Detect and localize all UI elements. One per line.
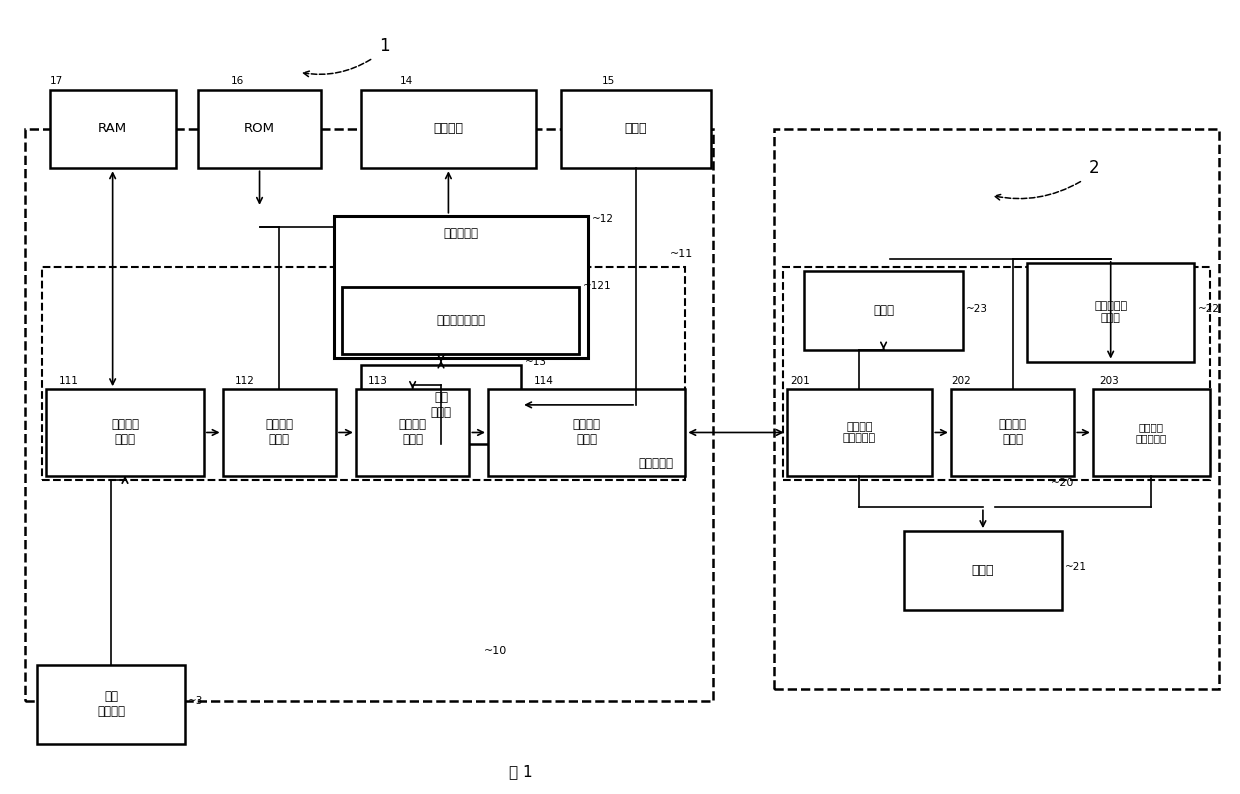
Text: RAM: RAM xyxy=(98,122,128,136)
Text: ROM: ROM xyxy=(244,122,275,136)
Bar xyxy=(782,267,1210,480)
Text: 1: 1 xyxy=(379,37,389,55)
Text: 16: 16 xyxy=(231,75,244,86)
Text: 图像处理部: 图像处理部 xyxy=(639,457,673,470)
Text: ~21: ~21 xyxy=(1064,562,1086,572)
Text: 201: 201 xyxy=(790,376,810,386)
Bar xyxy=(1092,389,1210,476)
Text: 113: 113 xyxy=(368,376,388,386)
Text: 17: 17 xyxy=(50,75,63,86)
Bar xyxy=(361,365,521,445)
Text: ~20: ~20 xyxy=(1052,478,1074,488)
Text: 显示控制部: 显示控制部 xyxy=(443,226,479,240)
Text: ~121: ~121 xyxy=(583,280,611,291)
Bar xyxy=(904,531,1061,610)
Text: 图 1: 图 1 xyxy=(510,764,533,779)
Text: 印刷部: 印刷部 xyxy=(972,564,994,577)
Text: 打印数据
制作部: 打印数据 制作部 xyxy=(398,418,427,446)
Text: ~23: ~23 xyxy=(966,304,987,314)
Bar xyxy=(342,287,579,353)
Bar xyxy=(42,267,686,480)
Bar xyxy=(356,389,470,476)
Bar xyxy=(25,129,713,700)
Text: ~13: ~13 xyxy=(525,357,547,367)
Bar xyxy=(222,389,336,476)
Text: ~11: ~11 xyxy=(670,249,693,259)
Bar xyxy=(774,129,1219,688)
Text: ~22: ~22 xyxy=(1198,304,1220,314)
Bar xyxy=(334,216,588,357)
Bar xyxy=(786,389,932,476)
Text: 2: 2 xyxy=(1089,160,1100,177)
Text: 112: 112 xyxy=(234,376,254,386)
Text: 202: 202 xyxy=(951,376,971,386)
Text: 打印数据
接收控制部: 打印数据 接收控制部 xyxy=(843,422,875,443)
Text: 15: 15 xyxy=(601,75,615,86)
Bar xyxy=(804,271,963,349)
Text: 111: 111 xyxy=(58,376,78,386)
Bar xyxy=(37,665,186,744)
Text: 外部
存储设备: 外部 存储设备 xyxy=(98,691,125,719)
Text: 显示装置: 显示装置 xyxy=(434,122,464,136)
Text: 附加信息
解析部: 附加信息 解析部 xyxy=(265,418,294,446)
Text: 操作部: 操作部 xyxy=(625,122,647,136)
Text: 114: 114 xyxy=(533,376,553,386)
Text: 打印机电源
控制部: 打印机电源 控制部 xyxy=(1094,302,1127,323)
Text: ~12: ~12 xyxy=(591,214,614,224)
Text: 图像数据
读取部: 图像数据 读取部 xyxy=(112,418,139,446)
Text: ~3: ~3 xyxy=(188,696,203,706)
Text: 画面上边判定部: 画面上边判定部 xyxy=(436,314,485,326)
Bar xyxy=(487,389,686,476)
Bar xyxy=(1028,263,1194,361)
Text: 标题信息
解析部: 标题信息 解析部 xyxy=(998,418,1027,446)
Text: 存储器: 存储器 xyxy=(873,304,894,317)
Text: 打印数据
控制部: 打印数据 控制部 xyxy=(573,418,600,446)
Bar xyxy=(198,90,321,168)
Text: 203: 203 xyxy=(1099,376,1118,386)
Bar xyxy=(50,90,176,168)
Bar xyxy=(361,90,536,168)
Text: 打印数据
发送控制部: 打印数据 发送控制部 xyxy=(1136,422,1167,443)
Bar xyxy=(46,389,205,476)
Text: 操作
控制部: 操作 控制部 xyxy=(430,391,451,419)
Text: 14: 14 xyxy=(401,75,413,86)
Text: ~10: ~10 xyxy=(484,646,507,656)
Bar xyxy=(951,389,1074,476)
Bar xyxy=(560,90,712,168)
